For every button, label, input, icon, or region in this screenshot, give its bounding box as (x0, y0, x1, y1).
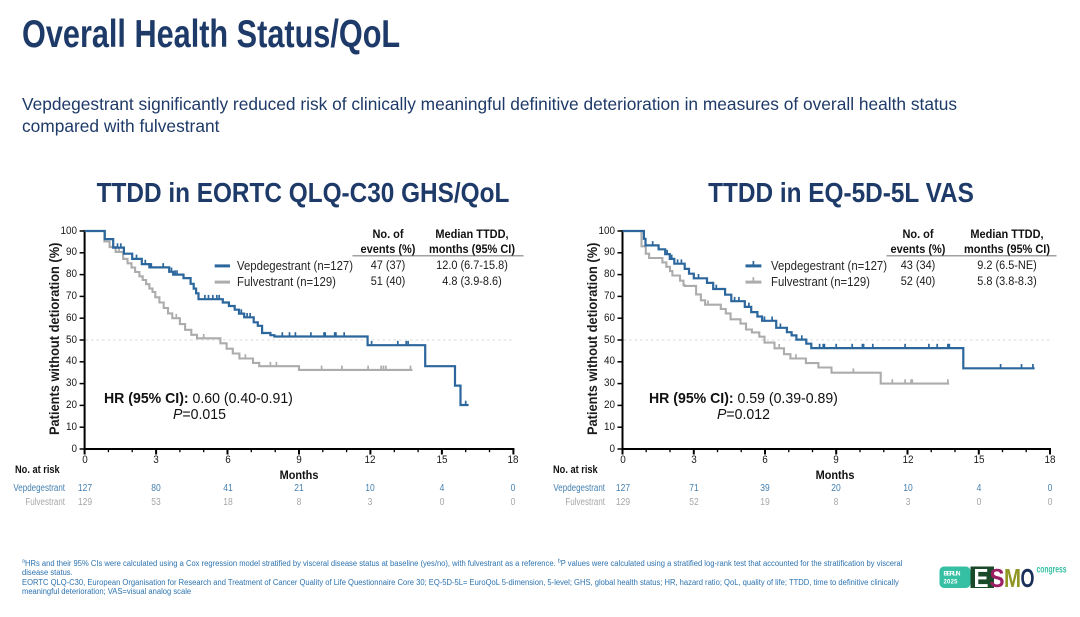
svg-text:congress: congress (1037, 564, 1067, 576)
svg-text:2025: 2025 (944, 580, 959, 586)
svg-text:S: S (990, 563, 1005, 593)
svg-text:O: O (1021, 563, 1035, 593)
svg-text:M: M (1004, 563, 1021, 593)
svg-text:E: E (974, 563, 989, 593)
svg-text:BERLIN: BERLIN (944, 572, 961, 578)
